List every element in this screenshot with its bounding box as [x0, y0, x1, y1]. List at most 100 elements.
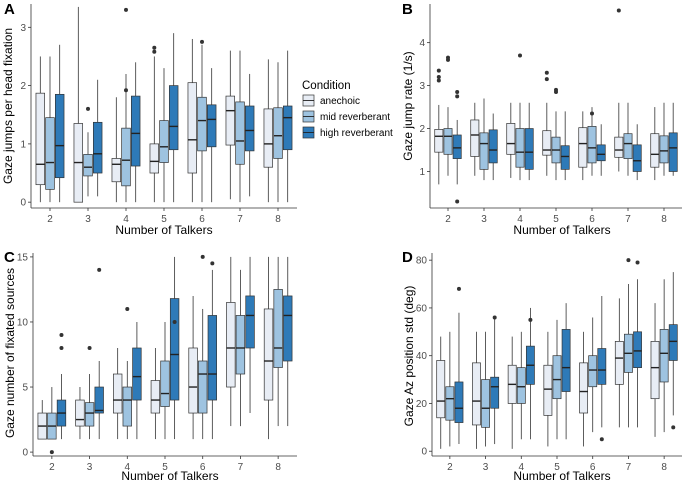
- box-body: [506, 123, 516, 155]
- x-axis-title-c: Number of Talkers: [121, 469, 218, 483]
- outlier-point: [124, 88, 128, 93]
- box-body: [169, 298, 180, 401]
- box-c-mid-reverberant-2: [47, 387, 57, 455]
- y-tick-label-d-1: 20: [416, 399, 428, 410]
- box-b-mid-reverberant-8: [659, 102, 669, 176]
- box-body: [552, 355, 562, 400]
- y-tick-label-c-3: 15: [17, 252, 29, 263]
- box-b-mid-reverberant-6: [587, 107, 597, 176]
- box-body: [436, 360, 446, 419]
- box-d-anechoic-8: [650, 303, 660, 437]
- box-body: [150, 380, 161, 414]
- outlier-point: [124, 7, 128, 12]
- x-tick-label-b-6: 8: [661, 214, 667, 225]
- box-body: [235, 315, 246, 375]
- legend-title: Condition: [302, 80, 351, 92]
- box-body: [75, 399, 85, 427]
- box-c-high-reverberant-5: [169, 256, 180, 440]
- box-b-anechoic-5: [542, 70, 552, 176]
- x-tick-label-b-5: 7: [625, 214, 631, 225]
- outlier-point: [200, 39, 204, 44]
- y-axis-title-d: Gaze Az position std (deg): [402, 286, 416, 427]
- outlier-point: [635, 260, 640, 265]
- y-tick-label-a-1: 1: [20, 139, 26, 150]
- box-body: [160, 360, 170, 407]
- x-tick-label-a-4: 6: [199, 214, 205, 225]
- box-body: [132, 347, 142, 401]
- box-c-anechoic-7: [226, 256, 236, 427]
- box-body: [668, 132, 678, 172]
- box-d-high-reverberant-2: [454, 286, 464, 445]
- box-a-high-reverberant-7: [244, 73, 255, 197]
- box-d-high-reverberant-5: [561, 303, 571, 440]
- box-b-high-reverberant-4: [524, 102, 534, 181]
- outlier-point: [436, 78, 441, 83]
- box-c-high-reverberant-3: [94, 267, 104, 440]
- box-body: [121, 127, 131, 187]
- box-body: [187, 82, 198, 174]
- outlier-point: [528, 317, 533, 322]
- box-c-high-reverberant-2: [56, 332, 67, 440]
- box-a-high-reverberant-5: [168, 33, 179, 203]
- box-c-mid-reverberant-7: [235, 269, 246, 427]
- y-tick-label-b-1: 2: [419, 124, 425, 135]
- box-body: [543, 364, 553, 416]
- box-d-anechoic-4: [507, 336, 517, 449]
- outlier-point: [210, 261, 215, 266]
- box-a-anechoic-5: [149, 45, 160, 203]
- box-c-high-reverberant-8: [283, 256, 293, 427]
- box-body: [206, 104, 217, 148]
- box-c-anechoic-5: [150, 347, 161, 440]
- box-a-mid-reverberant-4: [121, 7, 131, 203]
- box-d-mid-reverberant-8: [659, 279, 669, 433]
- box-body: [597, 348, 607, 385]
- box-c-anechoic-8: [263, 256, 274, 440]
- box-body: [111, 158, 122, 183]
- box-a-mid-reverberant-3: [83, 106, 93, 197]
- box-body: [515, 128, 525, 168]
- box-b-high-reverberant-6: [596, 124, 606, 176]
- box-body: [659, 329, 669, 383]
- x-tick-label-b-2: 4: [517, 214, 523, 225]
- box-body: [596, 144, 606, 162]
- y-tick-label-d-4: 80: [416, 256, 428, 267]
- box-a-high-reverberant-3: [92, 79, 103, 197]
- box-d-anechoic-7: [614, 298, 624, 428]
- box-d-high-reverberant-7: [633, 260, 642, 428]
- box-body: [198, 360, 208, 414]
- box-d-anechoic-3: [472, 331, 481, 449]
- legend-label: anechoic: [320, 96, 360, 107]
- box-body: [244, 105, 255, 152]
- y-axis-title-b: Gaze jump rate (1/s): [401, 51, 415, 160]
- box-body: [516, 367, 526, 404]
- box-b-mid-reverberant-5: [551, 87, 561, 181]
- box-body: [83, 154, 93, 177]
- box-b-mid-reverberant-7: [623, 102, 633, 176]
- y-tick-label-b-2: 3: [419, 81, 425, 92]
- box-body: [479, 132, 489, 170]
- box-a-anechoic-7: [225, 50, 236, 200]
- box-b-anechoic-2: [434, 68, 444, 185]
- box-body: [650, 341, 660, 400]
- outlier-point: [455, 199, 460, 204]
- box-body: [524, 128, 534, 170]
- box-body: [283, 295, 293, 362]
- box-d-anechoic-6: [579, 331, 589, 447]
- x-tick-label-a-0: 2: [47, 214, 53, 225]
- outlier-point: [626, 258, 631, 263]
- outlier-point: [616, 8, 621, 13]
- box-body: [263, 108, 274, 168]
- box-body: [578, 127, 588, 168]
- box-body: [168, 85, 179, 151]
- outlier-point: [49, 450, 54, 455]
- panel-c: C Gaze number of fixated sources Number …: [3, 249, 297, 483]
- box-a-high-reverberant-4: [130, 62, 141, 203]
- box-b-high-reverberant-5: [560, 111, 570, 181]
- box-b-mid-reverberant-4: [515, 53, 525, 181]
- panel-a: A Gaze jumps per head fixation Number of…: [1, 1, 297, 237]
- outlier-point: [599, 437, 604, 442]
- box-body: [35, 92, 46, 186]
- outlier-point: [518, 53, 522, 58]
- box-d-mid-reverberant-2: [445, 331, 455, 447]
